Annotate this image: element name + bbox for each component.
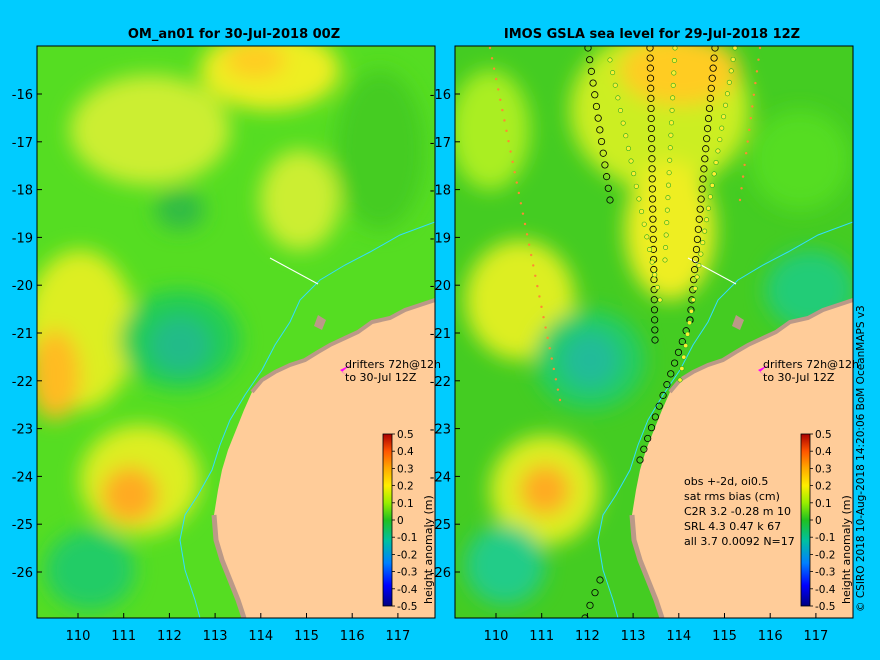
left-y-tick-label: -24 [12, 470, 33, 485]
right-y-tick-label: -18 [430, 184, 451, 199]
right-colorbar-tick: 0 [815, 515, 822, 527]
left-y-tick-label: -18 [12, 184, 33, 199]
stats-line: C2R 3.2 -0.28 m 10 [684, 505, 791, 518]
altimeter-observation-marks [488, 46, 762, 618]
left-colorbar-tick: 0.1 [397, 498, 414, 510]
right-colorbar-tick: -0.4 [815, 584, 836, 596]
left-x-tick-label: 114 [248, 629, 273, 644]
left-colorbar-tick: -0.1 [397, 532, 418, 544]
left-colorbar-tick: -0.5 [397, 601, 418, 613]
right-y-tick-label: -25 [430, 518, 451, 533]
right-x-tick-label: 115 [712, 629, 737, 644]
right-colorbar-tick: -0.3 [815, 567, 836, 579]
right-colorbar-tick: 0.4 [815, 446, 832, 458]
right-x-tick-label: 114 [666, 629, 691, 644]
right-x-axis: 110 111 112 113 114 115 116 117 [484, 613, 828, 644]
right-y-tick-label: -21 [430, 327, 451, 342]
right-x-tick-label: 113 [621, 629, 646, 644]
right-x-tick-label: 116 [758, 629, 783, 644]
left-y-tick-label: -16 [12, 88, 33, 103]
left-colorbar-tick: 0.4 [397, 446, 414, 458]
left-x-tick-label: 110 [66, 629, 91, 644]
left-x-tick-label: 113 [203, 629, 228, 644]
right-colorbar-tick: 0.1 [815, 498, 832, 510]
left-x-axis: 110 111 112 113 114 115 116 117 [66, 613, 410, 644]
left-x-tick-label: 115 [294, 629, 319, 644]
left-x-tick-label: 112 [157, 629, 182, 644]
left-colorbar-tick: 0.5 [397, 429, 414, 441]
left-y-tick-label: -20 [12, 279, 33, 294]
left-y-axis: -16 -17 -18 -19 -20 -21 -22 -23 -24 -25 -26 [12, 88, 42, 581]
left-y-tick-label: -19 [12, 231, 33, 246]
right-colorbar-tick: 0.3 [815, 463, 832, 475]
left-map-panel: OM_an01 for 30-Jul-2018 00Z [12, 27, 441, 644]
right-sea-level-field [455, 46, 853, 618]
right-colorbar-tick: 0.2 [815, 481, 832, 493]
left-colorbar-tick: -0.4 [397, 584, 418, 596]
left-drifter-note-1: drifters 72h@12h [345, 358, 441, 371]
right-x-tick-label: 117 [803, 629, 828, 644]
stats-line: obs +-2d, oi0.5 [684, 475, 768, 488]
left-y-tick-label: -26 [12, 566, 33, 581]
left-panel-title: OM_an01 for 30-Jul-2018 00Z [128, 27, 340, 42]
left-y-tick-label: -25 [12, 518, 33, 533]
right-colorbar-tick: -0.2 [815, 549, 836, 561]
right-x-tick-label: 111 [529, 629, 554, 644]
right-y-tick-label: -20 [430, 279, 451, 294]
right-drifter-note-2: to 30-Jul 12Z [763, 371, 835, 384]
right-colorbar-tick: -0.1 [815, 532, 836, 544]
right-y-tick-label: -16 [430, 88, 451, 103]
left-y-tick-label: -22 [12, 375, 33, 390]
left-colorbar-label: height anomaly (m) [422, 495, 435, 604]
left-x-tick-label: 116 [340, 629, 365, 644]
right-y-tick-label: -17 [430, 136, 451, 151]
left-y-tick-label: -17 [12, 136, 33, 151]
left-x-tick-label: 111 [111, 629, 136, 644]
right-colorbar: 0.5 0.4 0.3 0.2 0.1 0 -0.1 -0.2 -0.3 -0.4 -0.5 heig… [800, 429, 853, 613]
stats-line: sat rms bias (cm) [684, 490, 780, 503]
right-panel-title: IMOS GSLA sea level for 29-Jul-2018 12Z [504, 27, 800, 42]
right-x-tick-label: 112 [575, 629, 600, 644]
right-map-panel: IMOS GSLA sea level for 29-Jul-2018 12Z [430, 27, 859, 644]
left-drifter-note-2: to 30-Jul 12Z [345, 371, 417, 384]
right-y-tick-label: -19 [430, 231, 451, 246]
left-colorbar-tick: -0.2 [397, 549, 418, 561]
right-y-tick-label: -23 [430, 423, 451, 438]
stats-line: SRL 4.3 0.47 k 67 [684, 520, 781, 533]
stats-box: obs +-2d, oi0.5 sat rms bias (cm) C2R 3.2 … [684, 475, 795, 548]
left-colorbar-tick: -0.3 [397, 567, 418, 579]
right-drifter-marker [758, 365, 768, 378]
right-y-tick-label: -24 [430, 470, 451, 485]
left-colorbar-tick: 0 [397, 515, 404, 527]
right-colorbar-tick: 0.5 [815, 429, 832, 441]
right-y-tick-label: -26 [430, 566, 451, 581]
left-x-tick-label: 117 [385, 629, 410, 644]
left-colorbar-tick: 0.2 [397, 481, 414, 493]
right-y-tick-label: -22 [430, 375, 451, 390]
left-y-tick-label: -21 [12, 327, 33, 342]
credit-text: © CSIRO 2018 10-Aug-2018 14:20:06 BoM Oc… [855, 305, 867, 612]
right-colorbar-tick: -0.5 [815, 601, 836, 613]
right-colorbar-label: height anomaly (m) [840, 495, 853, 604]
left-colorbar-tick: 0.3 [397, 463, 414, 475]
right-x-tick-label: 110 [484, 629, 509, 644]
right-drifter-note-1: drifters 72h@12h [763, 358, 859, 371]
right-y-axis: -16 -17 -18 -19 -20 -21 -22 -23 -24 -25 -26 [430, 88, 460, 581]
left-drifter-marker [340, 365, 350, 378]
left-y-tick-label: -23 [12, 423, 33, 438]
stats-line: all 3.7 0.0092 N=17 [684, 535, 795, 548]
left-sea-level-field [37, 46, 435, 618]
left-colorbar: 0.5 0.4 0.3 0.2 0.1 0 -0.1 -0.2 -0.3 -0.4 -0.5 heig… [382, 429, 435, 613]
